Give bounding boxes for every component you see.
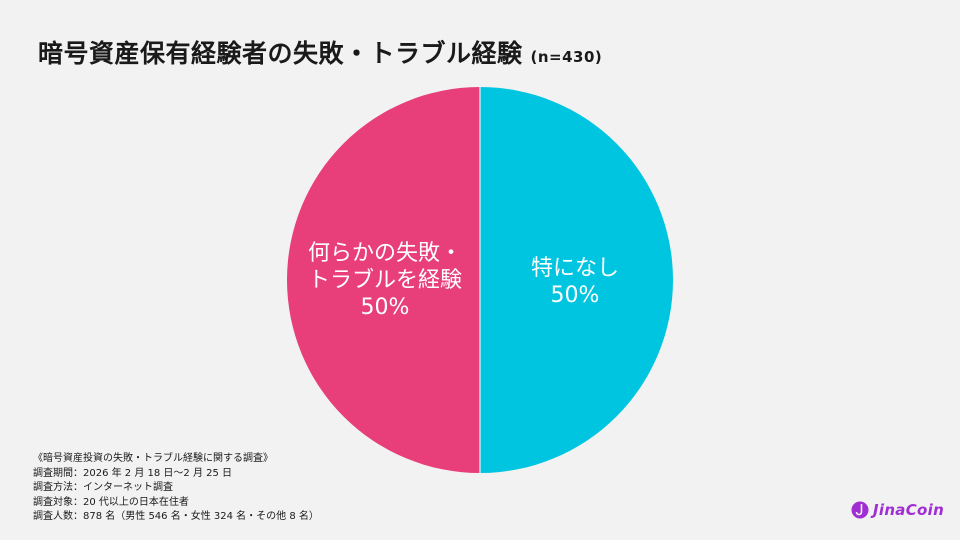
slice-label-line2: トラブルを経験 xyxy=(307,268,462,293)
brand-name: JinaCoin xyxy=(873,501,945,519)
brand-logo: JinaCoin xyxy=(851,501,944,519)
notes-target: 調査対象：20 代以上の日本在住者 xyxy=(33,496,189,508)
notes-method: 調査方法：インターネット調査 xyxy=(33,482,173,493)
survey-notes: 《暗号資産投資の失敗・トラブル経験に関する調査》 調査期間：2026 年 2 月… xyxy=(33,452,319,525)
slice-label-line1: 特になし xyxy=(530,256,619,281)
slice-experienced-trouble xyxy=(287,87,480,473)
notes-count: 調査人数：878 名（男性 546 名・女性 324 名・その他 8 名） xyxy=(33,511,319,522)
slice-none xyxy=(480,87,673,473)
slice-label-line1: 何らかの失敗・ xyxy=(307,241,462,266)
notes-heading: 《暗号資産投資の失敗・トラブル経験に関する調査》 xyxy=(33,453,273,464)
slice-label-right: 特になし 50% xyxy=(505,255,645,309)
sample-size: (n=430) xyxy=(530,48,603,66)
chart-title: 暗号資産保有経験者の失敗・トラブル経験 (n=430) xyxy=(38,34,602,70)
coin-icon xyxy=(851,501,869,519)
slice-value: 50% xyxy=(360,295,410,320)
pie-chart xyxy=(287,87,673,473)
notes-period: 調査期間：2026 年 2 月 18 日〜2 月 25 日 xyxy=(33,467,233,479)
slice-value: 50% xyxy=(550,283,600,308)
title-text: 暗号資産保有経験者の失敗・トラブル経験 xyxy=(38,39,523,68)
slice-label-left: 何らかの失敗・ トラブルを経験 50% xyxy=(300,240,470,321)
